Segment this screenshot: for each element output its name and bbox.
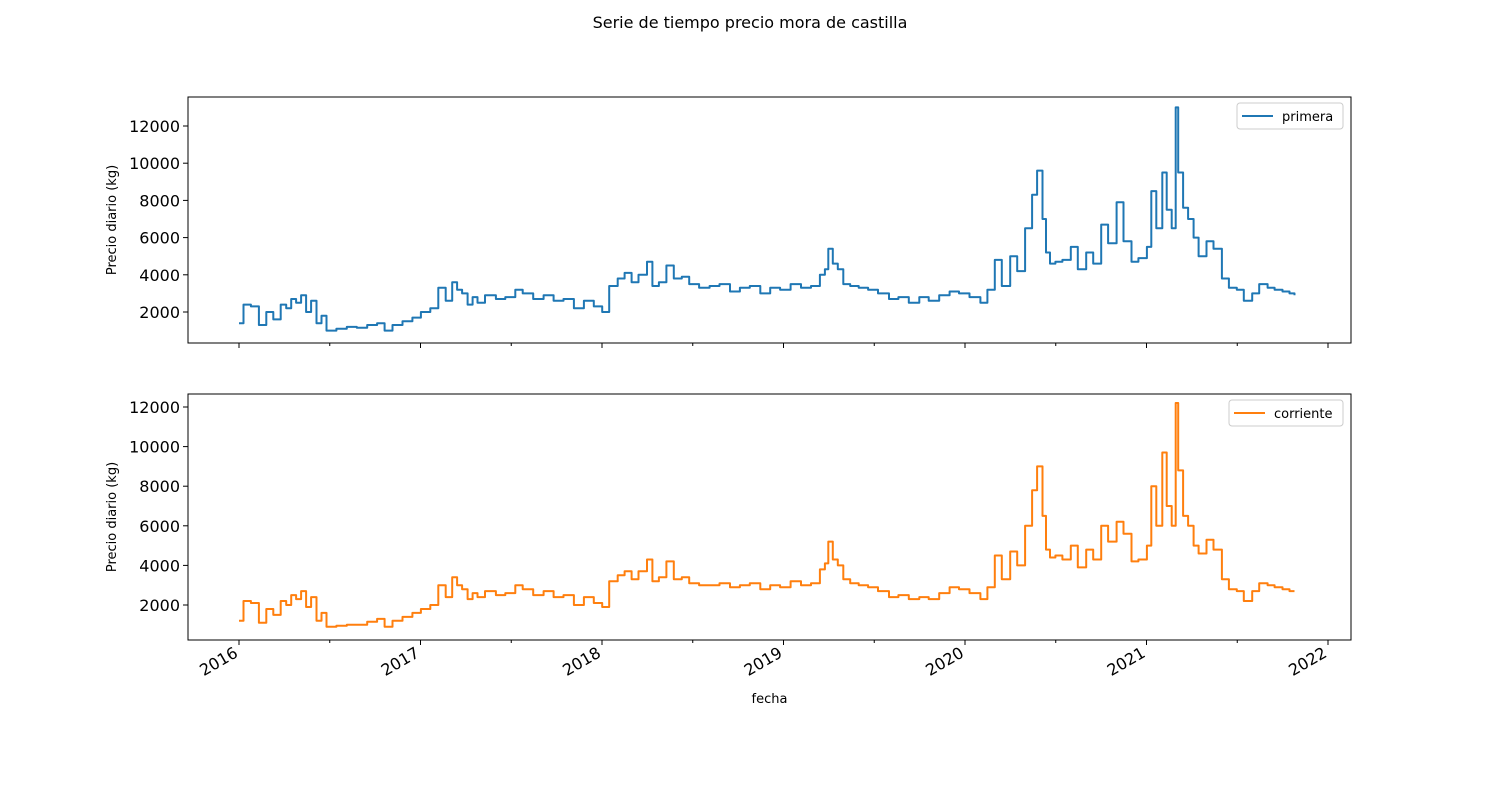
x-tick-label: 2021 [1104, 643, 1149, 680]
axes-frame [187, 393, 1352, 641]
y-tick-label: 2000 [139, 303, 180, 322]
x-tick-label: 2019 [741, 643, 786, 680]
x-tick-label: 2018 [559, 643, 604, 680]
x-axis-label: fecha [752, 692, 788, 707]
series-line-primera [239, 106, 1296, 332]
y-tick-label: 6000 [139, 517, 180, 536]
x-tick-label: 2017 [378, 643, 423, 680]
y-tick-label: 10000 [129, 438, 180, 457]
legend-box [1228, 399, 1344, 427]
y-axis-label: Precio diario (kg) [105, 165, 120, 275]
y-tick-label: 10000 [129, 154, 180, 173]
legend: primera [1236, 102, 1344, 130]
y-tick-label: 12000 [129, 398, 180, 417]
y-axis-label: Precio diario (kg) [105, 462, 120, 572]
series-line-corriente [239, 402, 1295, 628]
y-tick-label: 4000 [139, 266, 180, 285]
legend: corriente [1228, 399, 1344, 427]
y-tick-label: 8000 [139, 191, 180, 210]
y-tick-label: 6000 [139, 229, 180, 248]
y-tick-label: 4000 [139, 556, 180, 575]
y-tick-label: 2000 [139, 596, 180, 615]
legend-label: primera [1282, 110, 1333, 125]
figure-title: Serie de tiempo precio mora de castilla [592, 13, 908, 32]
legend-box [1236, 102, 1344, 130]
subplot-2: 2000 4000 6000 8000 10000 12000 2016 2017 2018 20… [105, 393, 1352, 707]
subplot-1: 2000 4000 6000 8000 10000 12000 Precio diario … [105, 96, 1352, 348]
x-tick-label: 2022 [1285, 643, 1330, 680]
axes-frame [187, 96, 1352, 344]
x-tick-label: 2020 [922, 643, 967, 680]
y-tick-label: 12000 [129, 117, 180, 136]
legend-label: corriente [1274, 407, 1333, 422]
x-tick-label: 2016 [196, 643, 241, 680]
y-tick-label: 8000 [139, 477, 180, 496]
